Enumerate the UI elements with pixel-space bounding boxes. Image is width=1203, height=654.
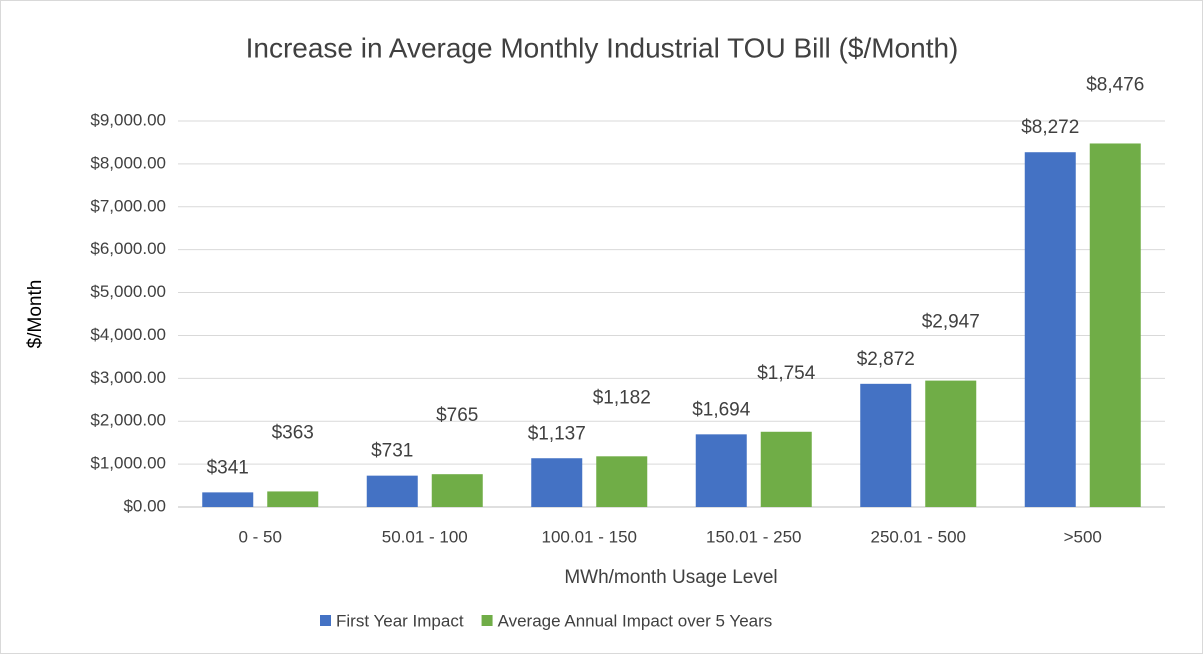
x-tick-label: 250.01 - 500 bbox=[871, 527, 966, 546]
x-tick-label: 100.01 - 150 bbox=[542, 527, 637, 546]
y-tick-label: $0.00 bbox=[123, 496, 166, 515]
bar bbox=[1024, 152, 1076, 507]
data-label: $363 bbox=[272, 422, 314, 443]
y-tick-label: $3,000.00 bbox=[90, 368, 166, 387]
bar bbox=[760, 431, 812, 507]
y-tick-label: $9,000.00 bbox=[90, 110, 166, 129]
y-axis-title: $/Month bbox=[25, 280, 46, 349]
data-label: $765 bbox=[436, 405, 478, 426]
legend-swatch bbox=[320, 615, 331, 626]
bar bbox=[531, 458, 583, 507]
y-tick-label: $6,000.00 bbox=[90, 239, 166, 258]
legend-label: Average Annual Impact over 5 Years bbox=[498, 611, 773, 630]
bar bbox=[925, 380, 977, 507]
bar bbox=[596, 456, 648, 507]
bar bbox=[695, 434, 747, 507]
data-label: $8,272 bbox=[1021, 117, 1079, 138]
legend-swatch bbox=[481, 615, 493, 626]
bar bbox=[1089, 143, 1141, 508]
data-label: $1,137 bbox=[528, 423, 586, 444]
chart-title: Increase in Average Monthly Industrial T… bbox=[246, 32, 959, 63]
data-label: $341 bbox=[207, 457, 249, 478]
x-tick-label: 50.01 - 100 bbox=[382, 527, 468, 546]
legend-label: First Year Impact bbox=[336, 611, 464, 630]
data-label: $2,872 bbox=[857, 349, 915, 370]
y-tick-label: $2,000.00 bbox=[90, 411, 166, 430]
bar bbox=[431, 474, 483, 507]
y-tick-label: $4,000.00 bbox=[90, 325, 166, 344]
bar bbox=[366, 475, 418, 507]
data-label: $731 bbox=[371, 441, 413, 462]
x-axis-title: MWh/month Usage Level bbox=[564, 567, 777, 588]
bar bbox=[267, 491, 319, 507]
x-tick-label: >500 bbox=[1064, 527, 1102, 546]
bar bbox=[860, 383, 912, 507]
data-label: $8,476 bbox=[1086, 74, 1144, 95]
data-label: $2,947 bbox=[922, 312, 980, 333]
y-tick-label: $1,000.00 bbox=[90, 454, 166, 473]
x-tick-label: 0 - 50 bbox=[239, 527, 282, 546]
data-label: $1,754 bbox=[757, 363, 816, 384]
data-label: $1,694 bbox=[692, 399, 751, 420]
y-tick-label: $5,000.00 bbox=[90, 282, 166, 301]
x-tick-label: 150.01 - 250 bbox=[706, 527, 801, 546]
data-label: $1,182 bbox=[593, 387, 651, 408]
y-tick-label: $7,000.00 bbox=[90, 196, 166, 215]
bar bbox=[202, 492, 254, 507]
y-tick-label: $8,000.00 bbox=[90, 153, 166, 172]
